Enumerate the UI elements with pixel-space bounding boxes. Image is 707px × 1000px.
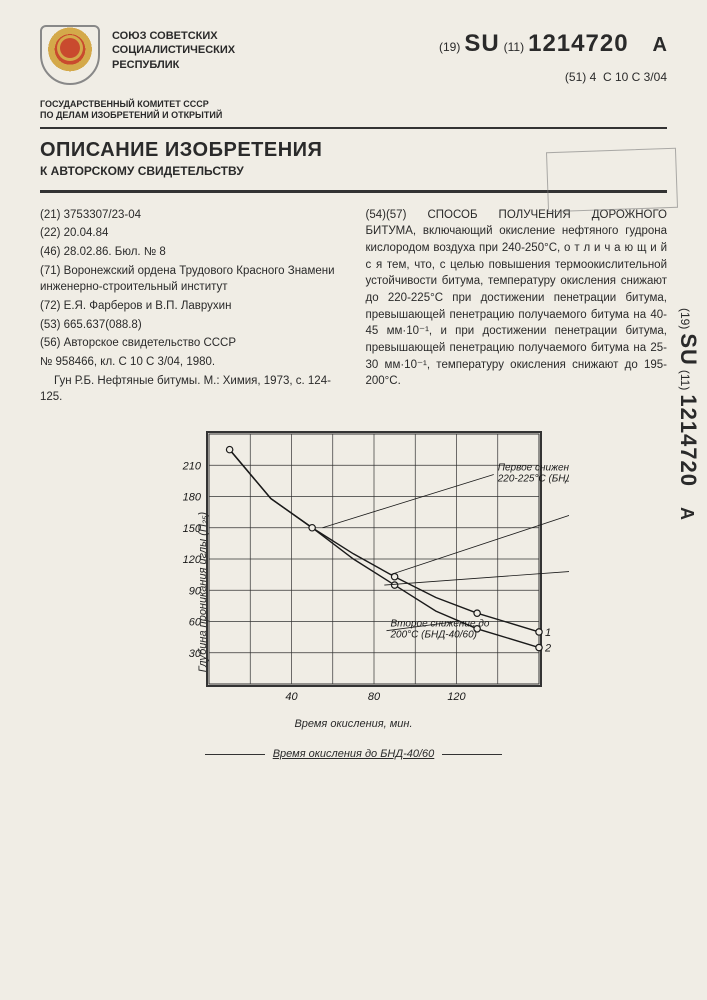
svg-text:Первое снижение до220-225°С (Б: Первое снижение до220-225°С (БНД-60/90): [496, 462, 568, 484]
ussr-emblem: [40, 25, 100, 85]
field-56a: (56) Авторское свидетельство СССР: [40, 335, 342, 352]
svg-text:2: 2: [544, 643, 551, 655]
pub-su: SU: [464, 30, 499, 58]
library-stamp: [546, 148, 678, 213]
svg-text:210: 210: [181, 460, 201, 472]
field-72: (72) Е.Я. Фарберов и В.П. Лаврухин: [40, 298, 342, 315]
right-column: (54)(57) СПОСОБ ПОЛУЧЕНИЯ ДОРОЖНОГО БИТУ…: [366, 207, 668, 408]
pub-num: 1214720: [528, 30, 628, 58]
bibliographic-columns: (21) 3753307/23-04 (22) 20.04.84 (46) 28…: [40, 207, 667, 408]
ipc-classification: (51) 4 C 10 C 3/04: [565, 70, 667, 84]
divider-1: [40, 127, 667, 129]
svg-text:1: 1: [545, 627, 551, 639]
x-axis-label: Время окисления, мин.: [139, 718, 569, 730]
field-46: (46) 28.02.86. Бюл. № 8: [40, 244, 342, 261]
field-56b: № 958466, кл. C 10 C 3/04, 1980.: [40, 354, 342, 371]
union-text: СОЮЗ СОВЕТСКИХСОЦИАЛИСТИЧЕСКИХРЕСПУБЛИК: [112, 25, 235, 72]
left-column: (21) 3753307/23-04 (22) 20.04.84 (46) 28…: [40, 207, 342, 408]
committee-text: ГОСУДАРСТВЕННЫЙ КОМИТЕТ СССРПО ДЕЛАМ ИЗО…: [40, 99, 667, 121]
svg-text:120: 120: [447, 691, 466, 703]
svg-text:Второе снижение до200°С (БНД-4: Второе снижение до200°С (БНД-40/60): [389, 619, 489, 641]
abstract: (54)(57) СПОСОБ ПОЛУЧЕНИЯ ДОРОЖНОГО БИТУ…: [366, 207, 668, 390]
svg-text:80: 80: [367, 691, 380, 703]
field-22: (22) 20.04.84: [40, 225, 342, 242]
field-71: (71) Воронежский ордена Трудового Красно…: [40, 263, 342, 296]
y-axis-label: Глубина проникания иглы (П₂₅): [197, 512, 209, 672]
svg-text:180: 180: [182, 491, 201, 503]
field-21: (21) 3753307/23-04: [40, 207, 342, 224]
penetration-chart: Глубина проникания иглы (П₂₅) 3060901201…: [139, 424, 569, 760]
publication-number: (19) SU (11) 1214720 A: [439, 30, 667, 58]
pub-19: (19): [439, 40, 460, 54]
field-53: (53) 665.637(088.8): [40, 317, 342, 334]
pub-11: (11): [504, 40, 524, 54]
margin-pubnum: (19) SU (11) 1214720 A: [675, 308, 701, 520]
pub-suffix: A: [653, 34, 667, 57]
chart-caption: Время окисления до БНД-40/60: [139, 748, 569, 760]
field-56c: Гун Р.Б. Нефтяные битумы. М.: Химия, 197…: [40, 373, 342, 406]
svg-text:40: 40: [285, 691, 298, 703]
